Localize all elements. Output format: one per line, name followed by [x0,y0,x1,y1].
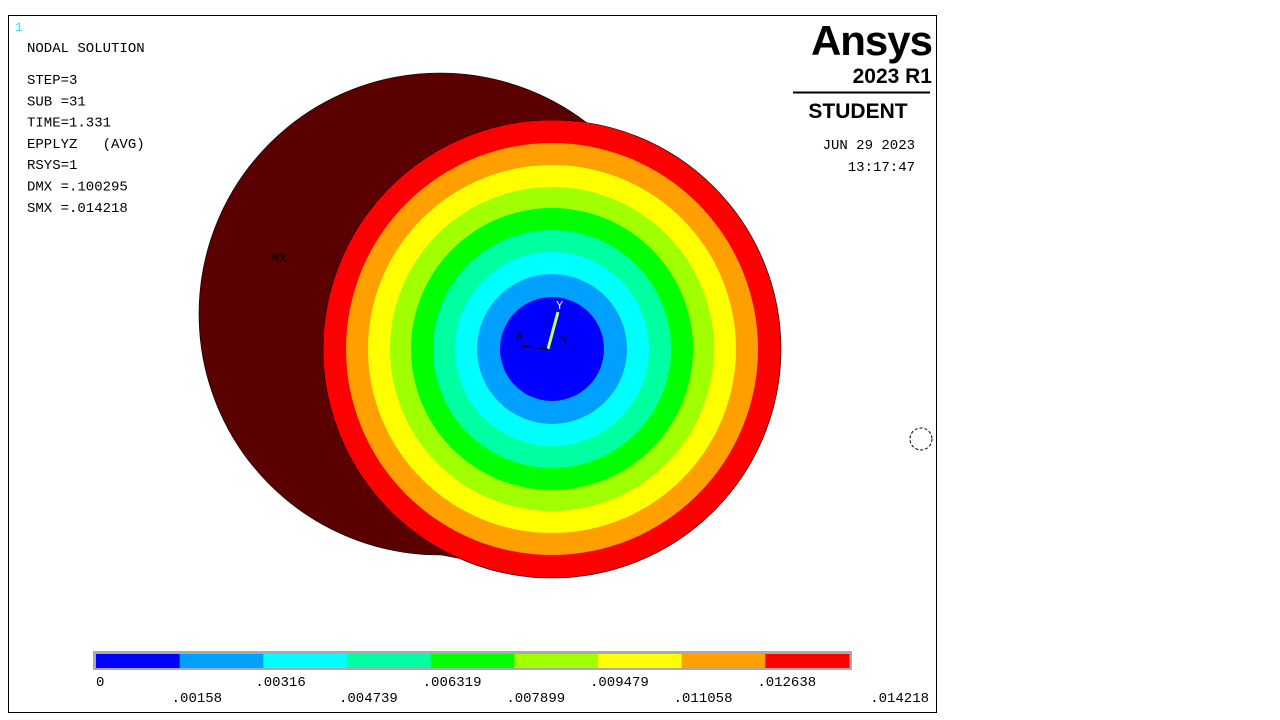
max-marker: MX [272,252,286,266]
axis-x-label: X [516,329,523,343]
axis-triad-x [519,345,549,350]
info-block: STEP=3 SUB =31 TIME=1.331 EPPLYZ (AVG) RSYS=… [27,73,145,217]
info-line: SMX =.014218 [27,201,128,217]
plot-number: 1 [15,20,23,35]
brand-edition: STUDENT [808,100,907,123]
legend-label: .012638 [757,675,816,691]
legend-label: .00158 [172,691,222,707]
info-line: RSYS=1 [27,158,77,174]
legend-swatch [765,654,850,668]
legend-label: .00316 [255,675,305,691]
info-title: NODAL SOLUTION [27,41,145,57]
info-line: SUB =31 [27,94,86,110]
legend-swatch [179,654,264,668]
legend-swatch [263,654,348,668]
info-line: STEP=3 [27,73,77,89]
rotation-icon[interactable] [909,427,933,451]
contour-rings [322,119,782,579]
axis-n-label: N [560,333,567,347]
info-line: TIME=1.331 [27,116,111,132]
time: 13:17:47 [848,160,915,176]
legend-label: .006319 [423,675,482,691]
axis-y-label: Y [556,299,563,313]
legend-swatch [96,654,181,668]
legend-swatch [598,654,683,668]
info-line: EPPLYZ (AVG) [27,137,145,153]
legend-label: .014218 [870,691,929,707]
legend-label: .007899 [506,691,565,707]
brand-version: 2023 R1 [853,65,933,88]
legend-swatch [430,654,515,668]
legend-swatch [347,654,432,668]
legend-label: .011058 [674,691,733,707]
brand-name: Ansys [811,17,932,64]
contour-ring [500,297,604,401]
legend-label: .004739 [339,691,398,707]
legend-label: 0 [96,675,104,691]
legend-swatch [681,654,766,668]
date: JUN 29 2023 [823,138,915,154]
legend: 0 .00158 .00316 .004739 .006319 .007899 .00947… [96,654,929,707]
info-line: DMX =.100295 [27,180,128,196]
axis-triad [546,311,560,350]
legend-swatch [514,654,599,668]
model [198,72,782,579]
legend-label: .009479 [590,675,649,691]
